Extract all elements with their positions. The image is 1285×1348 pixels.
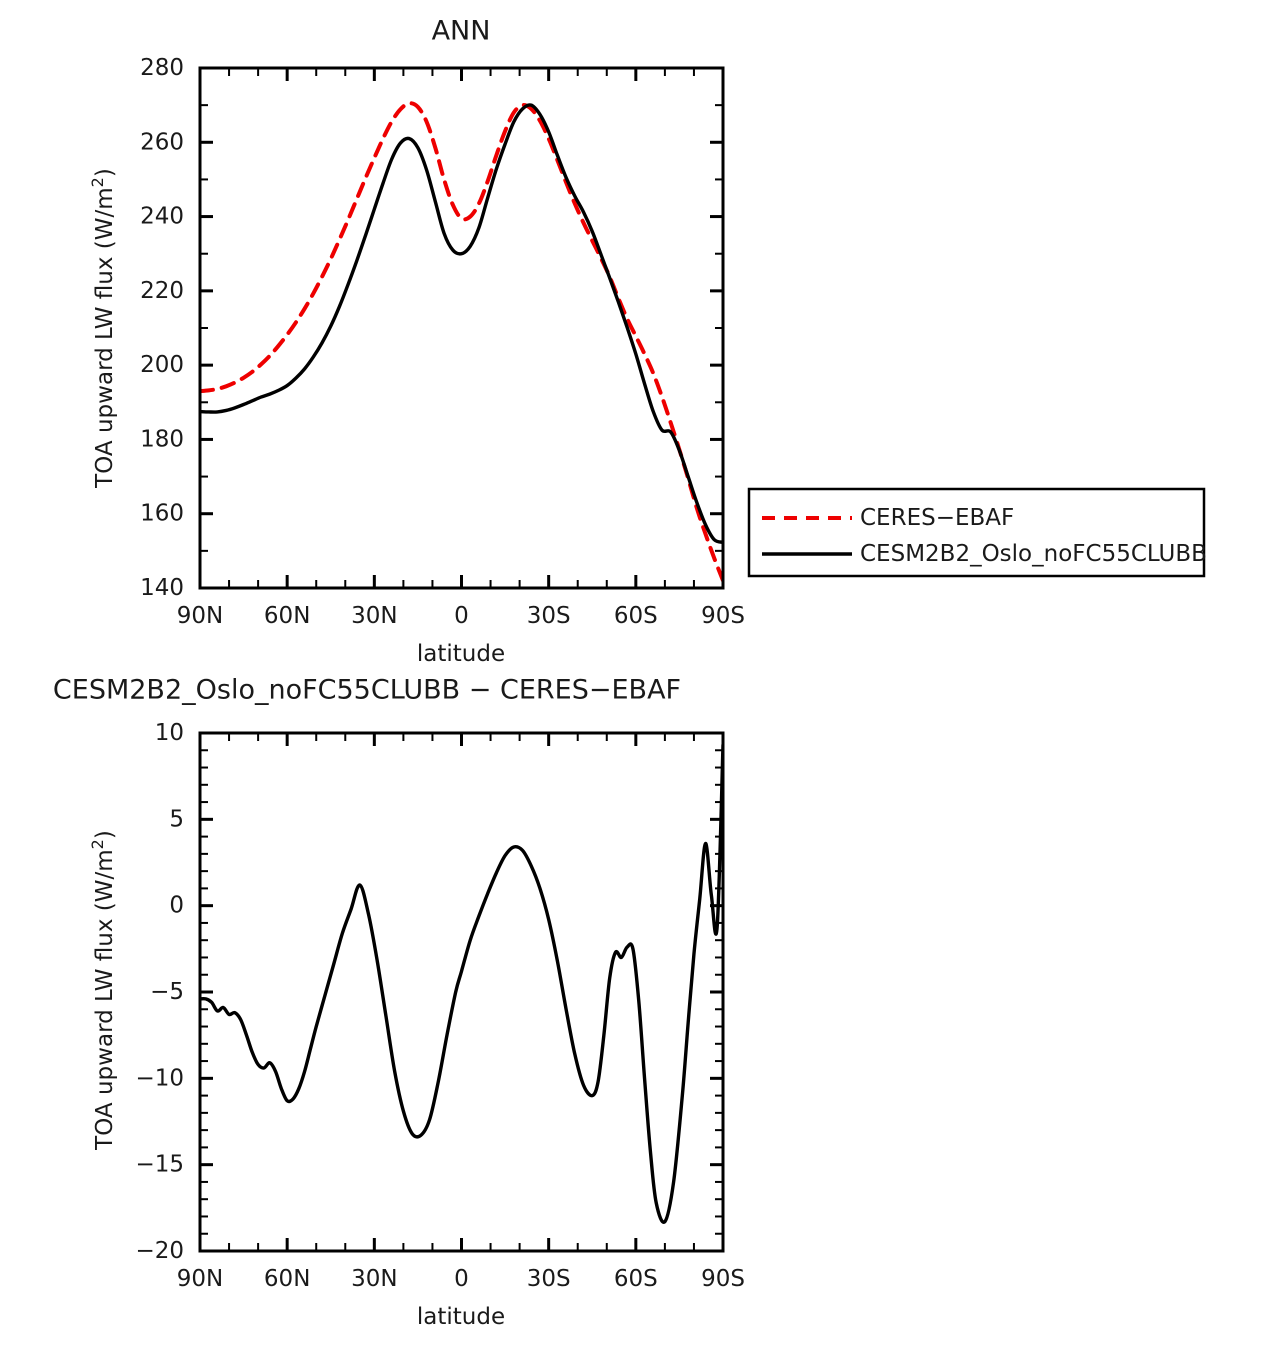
- x-tick-label: 90S: [701, 1266, 745, 1292]
- x-tick-label: 60N: [264, 603, 310, 629]
- top-panel-y-axis-title-text: TOA upward LW flux (W/m2): [88, 168, 118, 489]
- y-tick-label: 10: [155, 720, 184, 746]
- legend-frame: [747, 487, 1206, 578]
- bottom-panel-x-axis-title: latitude: [417, 1304, 505, 1330]
- x-tick-label: 30S: [527, 603, 571, 629]
- top-panel-tick-marks: [198, 66, 725, 590]
- x-tick-label: 60S: [614, 603, 658, 629]
- y-tick-label: 0: [169, 893, 184, 919]
- top-panel-y-axis-title: TOA upward LW flux (W/m2): [88, 168, 118, 489]
- top-panel: ANN TOA upward LW flux (W/m2) 140 160 180 2…: [88, 16, 745, 668]
- bottom-panel-series-lines: [200, 743, 723, 1225]
- legend-items: CERES−EBAF CESM2B2_Oslo_noFC55CLUBB: [762, 505, 1207, 567]
- y-tick-label: 160: [140, 501, 184, 527]
- top-panel-frame: [198, 66, 725, 590]
- y-tick-label: 260: [140, 129, 184, 155]
- y-tick-label: 280: [140, 55, 184, 81]
- bottom-panel-title: CESM2B2_Oslo_noFC55CLUBB − CERES−EBAF: [53, 675, 681, 706]
- top-panel-title: ANN: [432, 16, 491, 47]
- bottom-panel-y-axis-title-text: TOA upward LW flux (W/m2): [88, 830, 118, 1151]
- bottom-panel-tick-labels: −20 −15 −10 −5 0 5 10 90N 60N 30N 0 30S 60S 90S: [135, 720, 744, 1292]
- bottom-panel: CESM2B2_Oslo_noFC55CLUBB − CERES−EBAF TO…: [53, 675, 745, 1331]
- y-tick-label: −5: [150, 979, 184, 1005]
- x-tick-label: 60S: [614, 1266, 658, 1292]
- y-tick-label: 5: [169, 806, 184, 832]
- x-tick-label: 90N: [177, 603, 223, 629]
- series-line-cesm2b2-oslo-nofc55clubb: [200, 103, 723, 545]
- x-tick-label: 0: [454, 603, 469, 629]
- top-panel-series-lines: [200, 101, 723, 583]
- bottom-panel-tick-marks: [198, 731, 725, 1253]
- bottom-panel-y-axis-title: TOA upward LW flux (W/m2): [88, 830, 118, 1151]
- y-tick-label: 180: [140, 426, 184, 452]
- legend: CERES−EBAF CESM2B2_Oslo_noFC55CLUBB: [747, 487, 1207, 578]
- y-tick-label: −15: [135, 1152, 184, 1178]
- x-tick-label: 0: [454, 1266, 469, 1292]
- top-panel-tick-labels: 140 160 180 200 220 240 260 280 90N 60N 30N 0 30S 60S…: [140, 55, 745, 629]
- x-tick-label: 30N: [351, 1266, 397, 1292]
- bottom-panel-frame: [198, 731, 725, 1253]
- x-tick-label: 60N: [264, 1266, 310, 1292]
- y-tick-label: 200: [140, 352, 184, 378]
- legend-label-1: CERES−EBAF: [860, 505, 1014, 531]
- y-tick-label: 220: [140, 278, 184, 304]
- y-tick-label: 240: [140, 204, 184, 230]
- x-tick-label: 30N: [351, 603, 397, 629]
- legend-label-2: CESM2B2_Oslo_noFC55CLUBB: [860, 541, 1207, 567]
- series-line-cesm2b2-oslo-nofc55clubb-ceres-ebaf: [200, 743, 723, 1225]
- y-tick-label: 140: [140, 575, 184, 601]
- y-tick-label: −20: [135, 1238, 184, 1264]
- x-tick-label: 30S: [527, 1266, 571, 1292]
- series-line-ceres-ebaf: [200, 101, 723, 583]
- x-tick-label: 90N: [177, 1266, 223, 1292]
- x-tick-label: 90S: [701, 603, 745, 629]
- y-tick-label: −10: [135, 1065, 184, 1091]
- top-panel-x-axis-title: latitude: [417, 641, 505, 667]
